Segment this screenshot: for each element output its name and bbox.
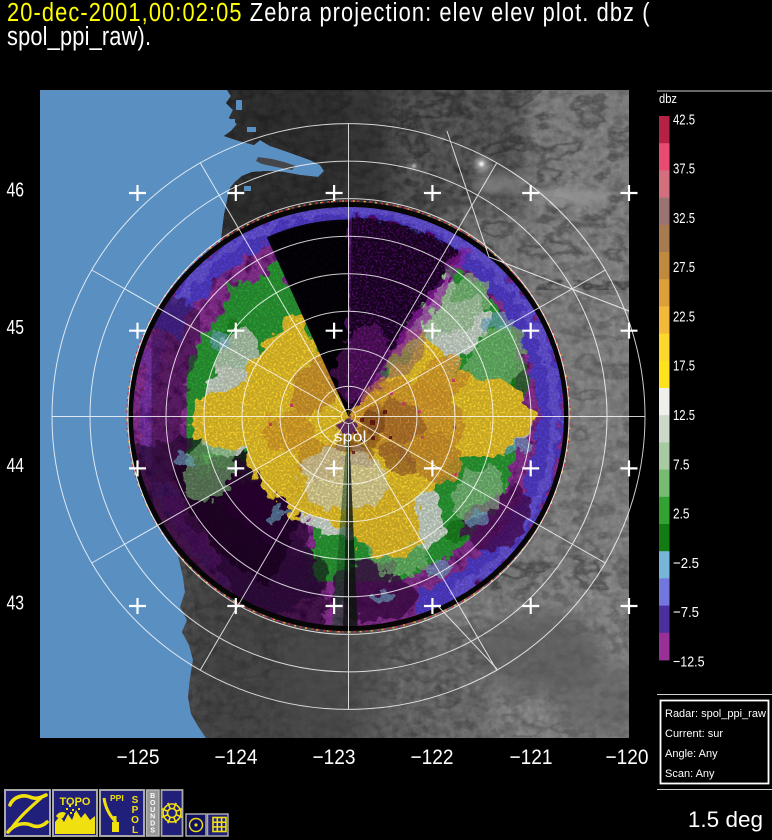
svg-text:−123: −123 (313, 746, 356, 769)
svg-text:P: P (132, 805, 139, 816)
svg-text:spol: spol (334, 429, 367, 446)
svg-text:TOPO: TOPO (60, 796, 91, 808)
svg-text:45: 45 (7, 316, 25, 339)
svg-text:dbz: dbz (659, 91, 677, 106)
svg-text:−122: −122 (411, 746, 454, 769)
svg-text:27.5: 27.5 (673, 259, 695, 276)
svg-text:D: D (150, 821, 155, 828)
svg-text:37.5: 37.5 (673, 161, 695, 178)
svg-text:17.5: 17.5 (673, 358, 695, 375)
svg-text:7.5: 7.5 (673, 456, 690, 473)
svg-text:L: L (132, 825, 138, 836)
svg-text:U: U (150, 807, 155, 814)
svg-text:N: N (150, 814, 155, 821)
svg-text:−125: −125 (117, 746, 160, 769)
svg-text:−12.5: −12.5 (673, 653, 705, 670)
svg-text:44: 44 (7, 454, 25, 477)
svg-text:Current: sur: Current: sur (665, 728, 723, 740)
svg-text:43: 43 (7, 592, 25, 615)
svg-text:O: O (131, 815, 139, 826)
svg-text:−124: −124 (215, 746, 258, 769)
svg-text:PPI: PPI (110, 793, 124, 803)
svg-text:B: B (150, 793, 155, 800)
svg-text:−2.5: −2.5 (673, 555, 699, 572)
svg-text:Angle: Any: Angle: Any (665, 748, 718, 760)
svg-text:−121: −121 (510, 746, 553, 769)
svg-text:32.5: 32.5 (673, 210, 695, 227)
svg-text:2.5: 2.5 (673, 506, 690, 523)
svg-text:O: O (150, 800, 156, 807)
svg-text:S: S (150, 828, 155, 835)
svg-text:46: 46 (7, 179, 25, 202)
svg-text:S: S (132, 795, 139, 806)
svg-text:1.5 deg: 1.5 deg (688, 807, 763, 832)
svg-text:Radar: spol_ppi_raw: Radar: spol_ppi_raw (665, 708, 766, 720)
svg-text:−120: −120 (606, 746, 649, 769)
svg-text:Scan: Any: Scan: Any (665, 768, 715, 780)
svg-text:12.5: 12.5 (673, 407, 695, 424)
svg-text:42.5: 42.5 (673, 111, 695, 128)
svg-text:22.5: 22.5 (673, 308, 695, 325)
svg-text:−7.5: −7.5 (673, 604, 699, 621)
